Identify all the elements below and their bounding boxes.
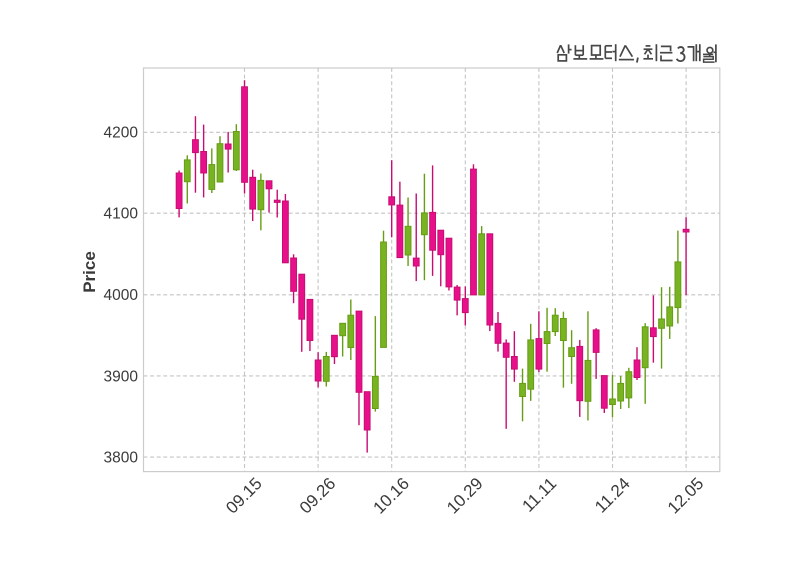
svg-text:09.26: 09.26: [296, 474, 340, 518]
svg-text:4000: 4000: [104, 287, 139, 304]
svg-text:Price: Price: [80, 251, 99, 293]
svg-text:4200: 4200: [104, 125, 139, 142]
svg-text:10.29: 10.29: [443, 474, 487, 518]
svg-text:3800: 3800: [104, 450, 139, 467]
svg-text:3900: 3900: [104, 368, 139, 385]
svg-text:11.11: 11.11: [518, 474, 560, 516]
svg-text:10.16: 10.16: [370, 474, 414, 518]
svg-text:12.05: 12.05: [664, 474, 708, 518]
svg-text:09.15: 09.15: [222, 474, 266, 518]
svg-text:4100: 4100: [104, 206, 139, 223]
svg-text:11.24: 11.24: [591, 474, 634, 517]
